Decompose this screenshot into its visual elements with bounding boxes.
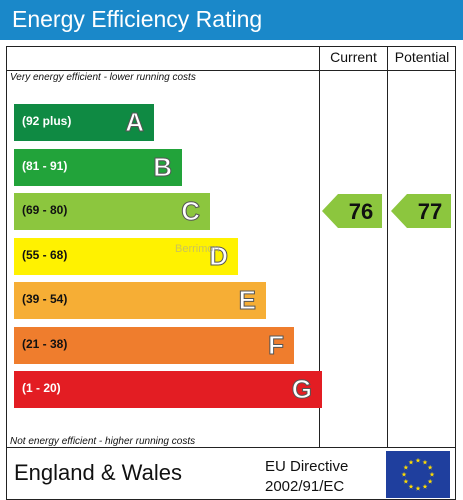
divider-current [319,46,320,448]
band-range-label: (69 - 80) [22,203,68,217]
note-top: Very energy efficient - lower running co… [10,72,196,83]
rating-frame [6,46,456,448]
column-header-current: Current [330,49,377,65]
eu-star-icon [403,464,409,470]
band-d: (55 - 68) D [14,237,238,275]
footer-region: England & Wales [14,460,182,485]
eu-star-icon [427,478,433,484]
divider-potential [387,46,388,448]
eu-star-icon [415,457,421,463]
title-bar: Energy Efficiency Rating [0,0,463,40]
band-range-label: (39 - 54) [22,292,68,306]
band-letter: E [238,285,256,316]
eu-star-icon [401,471,407,477]
eu-star-icon [403,478,409,484]
band-range-label: (81 - 91) [22,158,68,173]
band-e: (39 - 54) E [14,282,266,319]
header-row-divider [6,70,456,71]
band-range-label: (55 - 68) [22,247,68,262]
eu-star-icon [408,484,414,489]
band-b: (81 - 91) B [14,148,182,186]
rating-value-current: 76 [348,199,374,224]
band-letter: F [268,329,285,360]
band-letter: G [291,374,312,405]
eu-star-icon [408,459,414,465]
chart-title: Energy Efficiency Rating [12,6,263,32]
eu-star-icon [422,484,428,489]
band-range-label: (1 - 20) [22,381,61,395]
footer-directive-line2: 2002/91/EC [265,478,345,495]
arrow-shape [322,194,382,228]
eu-star-icon [422,459,428,465]
band-letter: D [209,240,229,271]
rating-arrow-current: 76 [322,194,382,228]
band-a: (92 plus) A [14,104,154,141]
rating-arrow-potential: 77 [391,194,451,228]
band-g: (1 - 20) G [14,371,322,408]
note-bottom: Not energy efficient - higher running co… [10,436,196,447]
eu-star-icon [415,485,421,491]
eu-star-icon [429,471,435,477]
band-range-label: (21 - 38) [22,336,68,351]
band-letter: A [125,107,145,138]
column-header-potential: Potential [394,49,450,65]
band-f: (21 - 38) F [14,326,294,364]
band-c: (69 - 80) C [14,193,210,230]
band-letter: B [153,151,173,182]
footer-directive-line1: EU Directive [265,458,349,475]
eu-star-icon [427,464,433,470]
rating-value-potential: 77 [417,199,443,224]
band-range-label: (92 plus) [22,114,72,128]
arrow-shape [391,194,451,228]
eu-flag-icon [386,451,450,498]
band-letter: C [181,196,201,227]
watermark: Berrimon [175,243,220,255]
